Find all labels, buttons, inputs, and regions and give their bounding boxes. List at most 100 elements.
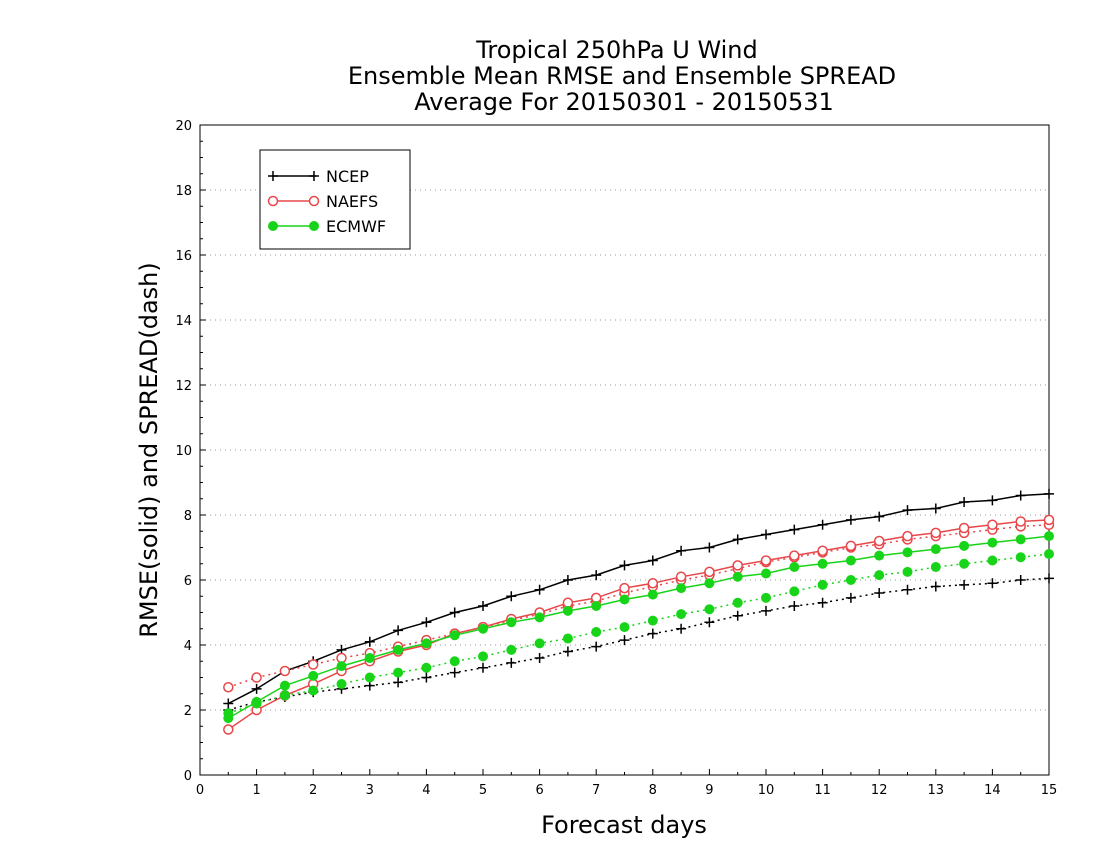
rmse-point-ecmwf <box>874 550 885 561</box>
rmse-point-ncep <box>591 570 602 581</box>
y-axis-label: RMSE(solid) and SPREAD(dash) <box>135 262 163 638</box>
spread-point-naefs <box>307 659 319 670</box>
x-tick-label-5: 5 <box>479 783 487 798</box>
y-tick-label-16: 16 <box>175 249 192 264</box>
rmse-point-ncep <box>647 555 658 566</box>
rmse-point-naefs <box>1043 514 1055 526</box>
rmse-point-ecmwf <box>1015 534 1026 545</box>
rmse-point-ecmwf <box>534 612 545 623</box>
spread-point-ncep <box>1015 575 1026 585</box>
x-axis-label: Forecast days <box>541 811 707 839</box>
rmse-point-ecmwf <box>562 605 573 616</box>
spread-point-ncep <box>732 610 743 621</box>
rmse-point-naefs <box>647 578 659 589</box>
x-tick-label-6: 6 <box>535 783 543 798</box>
x-tick-label-2: 2 <box>309 783 317 798</box>
y-tick-label-8: 8 <box>184 509 192 524</box>
rmse-point-ecmwf <box>959 540 970 551</box>
rmse-point-ecmwf <box>449 630 460 641</box>
rmse-point-ncep <box>902 505 913 516</box>
rmse-point-ecmwf <box>930 544 941 555</box>
rmse-point-naefs <box>958 522 970 534</box>
rmse-point-ncep <box>534 584 545 595</box>
spread-point-ncep <box>619 635 630 646</box>
legend-label-ecmwf: ECMWF <box>326 217 386 236</box>
spread-point-ecmwf <box>761 592 771 603</box>
y-tick-label-10: 10 <box>175 444 192 459</box>
series-naefs <box>223 514 1055 735</box>
rmse-point-ecmwf <box>647 589 658 600</box>
y-tick-label-0: 0 <box>184 769 192 784</box>
spread-point-ncep <box>959 579 970 590</box>
series-ecmwf <box>223 531 1054 724</box>
spread-point-ncep <box>789 601 800 611</box>
rmse-point-naefs <box>902 530 913 542</box>
spread-point-ecmwf <box>817 579 828 590</box>
x-tick-label-1: 1 <box>252 783 260 798</box>
rmse-point-ncep <box>562 575 573 585</box>
rmse-point-ecmwf <box>393 644 404 655</box>
rmse-point-ncep <box>874 511 885 522</box>
rmse-point-ncep <box>959 497 970 507</box>
spread-point-ncep <box>676 623 687 634</box>
chart-title: Tropical 250hPa U Wind Ensemble Mean RMS… <box>348 36 896 116</box>
spread-point-ecmwf <box>506 644 517 655</box>
rmse-point-ncep <box>364 636 375 647</box>
spread-point-naefs <box>223 682 234 693</box>
rmse-point-ecmwf <box>591 601 602 611</box>
rmse-point-ecmwf <box>732 571 743 582</box>
rmse-point-ncep <box>1015 490 1026 501</box>
rmse-point-ncep <box>732 534 743 545</box>
spread-point-ncep <box>987 578 998 589</box>
rmse-point-ecmwf <box>421 638 432 649</box>
rmse-point-naefs <box>619 582 630 594</box>
legend-marker-right-ncep <box>309 171 319 181</box>
spread-point-ncep <box>930 581 941 592</box>
rmse-point-ecmwf <box>506 617 517 628</box>
rmse-point-ecmwf <box>817 558 828 569</box>
series-layer <box>223 488 1055 735</box>
x-tick-label-3: 3 <box>366 783 374 798</box>
rmse-point-ncep <box>223 698 234 709</box>
rmse-point-ecmwf <box>279 680 290 691</box>
rmse-point-ncep <box>987 495 998 506</box>
spread-point-ncep <box>704 617 715 628</box>
spread-point-ecmwf <box>393 667 404 678</box>
spread-point-ncep <box>845 592 856 603</box>
title-line-3: Average For 20150301 - 20150531 <box>414 88 834 116</box>
rmse-point-ecmwf <box>761 568 771 579</box>
y-tick-label-2: 2 <box>184 704 192 719</box>
spread-point-ecmwf <box>449 656 460 667</box>
spread-point-ncep <box>506 657 517 668</box>
y-tick-label-20: 20 <box>175 119 192 134</box>
spread-point-ecmwf <box>789 586 800 597</box>
rmse-point-naefs <box>845 540 857 552</box>
rmse-point-ncep <box>393 625 404 636</box>
rmse-point-ncep <box>449 607 460 618</box>
spread-point-ecmwf <box>619 622 630 633</box>
rmse-point-ncep <box>478 601 488 611</box>
rmse-line-ncep <box>227 493 1050 705</box>
rmse-point-ncep <box>789 524 800 535</box>
rmse-point-ncep <box>619 560 630 571</box>
rmse-point-ncep <box>817 519 828 530</box>
rmse-point-ecmwf <box>704 578 715 589</box>
x-tick-label-4: 4 <box>422 783 430 798</box>
rmse-point-ncep <box>704 542 715 553</box>
rmse-point-naefs <box>675 571 687 582</box>
rmse-point-ncep <box>676 545 687 556</box>
rmse-point-naefs <box>930 527 942 539</box>
spread-point-ecmwf <box>959 558 970 569</box>
rmse-point-ncep <box>845 514 856 525</box>
x-tick-label-8: 8 <box>649 783 657 798</box>
rmse-point-ncep <box>1044 488 1054 499</box>
legend-marker-left-ecmwf <box>268 221 278 231</box>
spread-point-ecmwf <box>591 627 602 637</box>
spread-point-ncep <box>1044 573 1054 584</box>
legend-entry-ncep: NCEP <box>268 167 369 186</box>
x-axis-ticks: 0 1 2 3 4 5 6 7 8 9 10 11 12 13 14 15 <box>196 769 1057 798</box>
rmse-point-ecmwf <box>676 583 687 594</box>
spread-line-ncep <box>228 577 1050 711</box>
spread-point-ecmwf <box>421 662 432 673</box>
spread-point-ecmwf <box>364 672 375 683</box>
